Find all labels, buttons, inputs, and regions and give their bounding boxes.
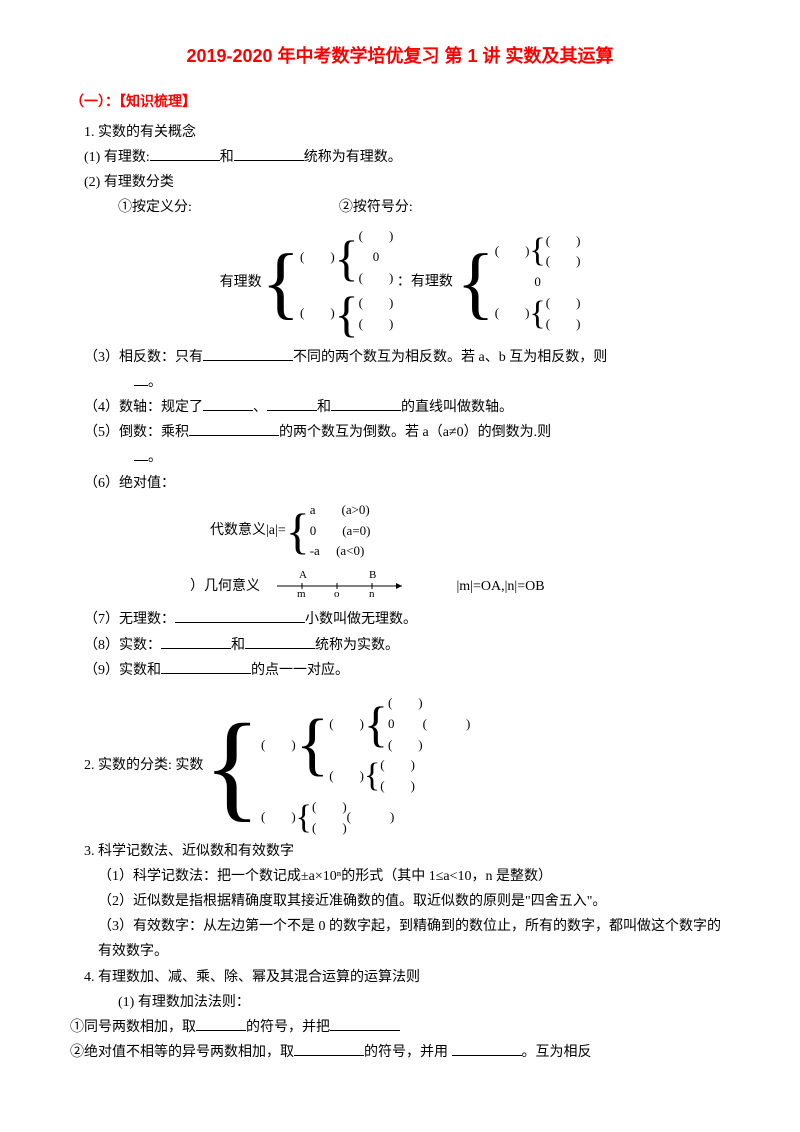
line-1-2: (2) 有理数分类 xyxy=(70,170,730,195)
line-1-2-sub: ①按定义分: ②按符号分: xyxy=(70,195,730,220)
tree2-label: ：有理数 xyxy=(397,275,453,290)
svg-text:o: o xyxy=(334,588,340,598)
line-4-1: (1) 有理数加法法则： xyxy=(70,990,730,1015)
classification-trees: 有理数 { ( ) { ( ) 0 ( ) ( ) { ( ) xyxy=(70,226,730,338)
page-title: 2019-2020 年中考数学培优复习 第 1 讲 实数及其运算 xyxy=(70,40,730,72)
svg-text:A: A xyxy=(299,569,307,581)
line-1-8: （8）实数：和统称为实数。 xyxy=(70,633,730,658)
abs-geometric: ）几何意义 A B m o n |m|=OA,|n|=OB xyxy=(70,566,730,607)
line-3-3: （3）有效数字：从左边第一个不是 0 的数字起，到精确到的数位止，所有的数字，都… xyxy=(70,914,730,964)
svg-text:B: B xyxy=(369,569,376,581)
line-1-3b: 。 xyxy=(70,370,730,395)
line-3: 3. 科学记数法、近似数和有效数字 xyxy=(70,839,730,864)
line-4b: ②绝对值不相等的异号两数相加，取的符号，并用 。互为相反 xyxy=(70,1040,730,1065)
line-4: 4. 有理数加、减、乘、除、幂及其混合运算的运算法则 xyxy=(70,965,730,990)
svg-text:n: n xyxy=(369,588,375,598)
svg-text:m: m xyxy=(297,588,306,598)
section-header: （一）：【知识梳理】 xyxy=(70,90,730,115)
line-1-4: （4）数轴：规定了、和的直线叫做数轴。 xyxy=(70,395,730,420)
line-1-3: （3）相反数：只有不同的两个数互为相反数。若 a、b 互为相反数，则 xyxy=(70,345,730,370)
line-1-9: （9）实数和的点一一对应。 xyxy=(70,658,730,683)
number-line-svg: A B m o n xyxy=(272,566,412,598)
tree1-label: 有理数 xyxy=(220,270,262,295)
section-2: 2. 实数的分类: 实数 { ( ) { ( ) { ( ) 0 ( xyxy=(70,693,730,839)
line-1: 1. 实数的有关概念 xyxy=(70,120,730,145)
line-1-1: (1) 有理数:和统称为有理数。 xyxy=(70,145,730,170)
line-1-5b: 。 xyxy=(70,445,730,470)
line-3-1: （1）科学记数法：把一个数记成±a×10ⁿ的形式（其中 1≤a<10，n 是整数… xyxy=(70,864,730,889)
abs-algebraic: 代数意义|a|= { a (a>0) 0 (a=0) -a (a<0) xyxy=(70,496,730,566)
line-1-7: （7）无理数：小数叫做无理数。 xyxy=(70,607,730,632)
line-1-6: （6）绝对值： xyxy=(70,471,730,496)
line-3-2: （2）近似数是指根据精确度取其接近准确数的值。取近似数的原则是"四舍五入"。 xyxy=(70,889,730,914)
line-4a: ①同号两数相加，取的符号，并把 xyxy=(70,1015,730,1040)
line-1-5: （5）倒数：乘积的两个数互为倒数。若 a（a≠0）的倒数为.则 xyxy=(70,420,730,445)
